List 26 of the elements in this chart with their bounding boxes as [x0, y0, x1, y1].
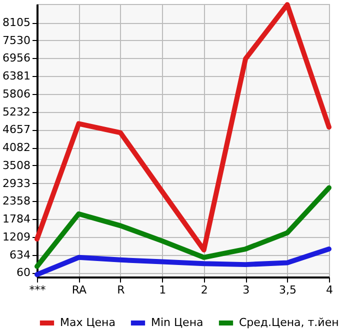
- y-tick-label: 6956: [2, 52, 30, 65]
- y-tick-label: 1209: [2, 230, 30, 244]
- x-tick-label: R: [117, 284, 126, 296]
- x-tick-label: RA: [72, 284, 88, 296]
- y-tick-label: 5232: [2, 105, 30, 118]
- y-tick-label: 634: [10, 248, 30, 262]
- legend-label: Сред.Цена, т.йен: [239, 316, 339, 329]
- y-tick-label: 1784: [2, 212, 30, 226]
- y-tick-label: 8105: [2, 16, 30, 29]
- y-tick-label: 60: [16, 266, 30, 280]
- x-tick-label: ***: [29, 284, 46, 296]
- y-tick-label: 2358: [2, 194, 30, 208]
- x-tick-label: 4: [326, 284, 333, 296]
- y-tick-label: 6381: [2, 70, 30, 83]
- y-tick-label: 7530: [2, 34, 30, 47]
- x-tick-label: 3,5: [279, 284, 297, 296]
- y-tick-label: 4657: [2, 123, 30, 136]
- x-tick-label: 3: [242, 284, 250, 296]
- y-tick-label: 4082: [2, 141, 30, 154]
- x-tick-label: 2: [200, 284, 208, 296]
- legend-label: Min Цена: [151, 316, 204, 329]
- legend-label: Max Цена: [60, 316, 116, 329]
- y-tick-label: 3508: [2, 158, 30, 172]
- x-tick-label: 1: [159, 284, 166, 296]
- y-tick-label: 2933: [2, 176, 30, 190]
- y-tick-label: 5806: [2, 87, 30, 100]
